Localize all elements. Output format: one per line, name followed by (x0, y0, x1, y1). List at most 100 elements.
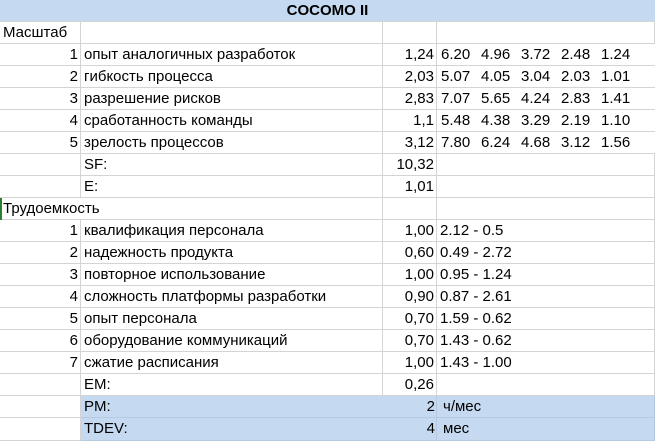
effort-factor-row: 2 надежность продукта 0,60 0.49 - 2.72 (0, 242, 655, 264)
factor-number[interactable]: 2 (0, 66, 81, 88)
empty-cell[interactable] (383, 198, 437, 220)
factor-value[interactable]: 1,24 (383, 44, 437, 66)
pm-row: PM: 2 ч/мес (0, 396, 655, 418)
factor-options[interactable]: 6.20 4.96 3.72 2.48 1.24 (437, 44, 655, 66)
option-value: 3.12 (561, 134, 591, 151)
factor-options[interactable]: 5.07 4.05 3.04 2.03 1.01 (437, 66, 655, 88)
factor-name[interactable]: сработанность команды (81, 110, 383, 132)
sf-value[interactable]: 10,32 (383, 154, 437, 176)
factor-range[interactable]: 1.43 - 0.62 (437, 330, 655, 352)
empty-cell[interactable] (0, 374, 81, 396)
factor-number[interactable]: 3 (0, 88, 81, 110)
factor-name[interactable]: повторное использование (81, 264, 383, 286)
empty-cell[interactable] (0, 154, 81, 176)
factor-range[interactable]: 0.95 - 1.24 (437, 264, 655, 286)
option-value: 3.72 (521, 46, 551, 63)
pm-label[interactable]: PM: (81, 396, 437, 418)
factor-value[interactable]: 2,83 (383, 88, 437, 110)
e-value[interactable]: 1,01 (383, 176, 437, 198)
factor-number[interactable]: 4 (0, 110, 81, 132)
option-value: 7.80 (441, 134, 471, 151)
scale-factor-row: 4 сработанность команды 1,1 5.48 4.38 3.29… (0, 110, 655, 132)
e-row: E: 1,01 (0, 176, 655, 198)
option-value: 2.83 (561, 90, 591, 107)
e-label[interactable]: E: (81, 176, 383, 198)
factor-name[interactable]: сложность платформы разработки (81, 286, 383, 308)
title-row: COCOMO II (0, 0, 655, 22)
effort-factor-row: 7 сжатие расписания 1,00 1.43 - 1.00 (0, 352, 655, 374)
factor-name[interactable]: надежность продукта (81, 242, 383, 264)
sf-row: SF: 10,32 (0, 154, 655, 176)
factor-name[interactable]: разрешение рисков (81, 88, 383, 110)
sheet-title-cell[interactable]: COCOMO II (0, 0, 655, 22)
empty-cell[interactable] (0, 418, 81, 441)
option-value: 4.68 (521, 134, 551, 151)
factor-value[interactable]: 0,60 (383, 242, 437, 264)
factor-value[interactable]: 1,00 (383, 264, 437, 286)
pm-value[interactable]: 2 (426, 398, 435, 415)
factor-range[interactable]: 1.59 - 0.62 (437, 308, 655, 330)
option-value: 1.56 (601, 134, 631, 151)
empty-cell[interactable] (437, 154, 655, 176)
factor-number[interactable]: 1 (0, 220, 81, 242)
factor-range[interactable]: 2.12 - 0.5 (437, 220, 655, 242)
factor-value[interactable]: 1,00 (383, 352, 437, 374)
tdev-unit[interactable]: мес (437, 418, 655, 441)
factor-range[interactable]: 1.43 - 1.00 (437, 352, 655, 374)
empty-cell[interactable] (383, 22, 437, 44)
empty-cell[interactable] (437, 176, 655, 198)
factor-name[interactable]: зрелость процессов (81, 132, 383, 154)
tdev-value[interactable]: 4 (426, 420, 435, 437)
factor-number[interactable]: 2 (0, 242, 81, 264)
factor-value[interactable]: 1,00 (383, 220, 437, 242)
factor-name[interactable]: сжатие расписания (81, 352, 383, 374)
option-value: 4.96 (481, 46, 511, 63)
factor-number[interactable]: 7 (0, 352, 81, 374)
empty-cell[interactable] (437, 374, 655, 396)
factor-number[interactable]: 5 (0, 132, 81, 154)
factor-number[interactable]: 5 (0, 308, 81, 330)
factor-value[interactable]: 1,1 (383, 110, 437, 132)
factor-name[interactable]: опыт аналогичных разработок (81, 44, 383, 66)
pm-unit[interactable]: ч/мес (437, 396, 655, 418)
factor-number[interactable]: 3 (0, 264, 81, 286)
option-value: 2.03 (561, 68, 591, 85)
em-row: EM: 0,26 (0, 374, 655, 396)
factor-value[interactable]: 3,12 (383, 132, 437, 154)
option-value: 4.24 (521, 90, 551, 107)
factor-number[interactable]: 4 (0, 286, 81, 308)
sf-label[interactable]: SF: (81, 154, 383, 176)
factor-options[interactable]: 5.48 4.38 3.29 2.19 1.10 (437, 110, 655, 132)
empty-cell[interactable] (437, 198, 655, 220)
factor-options[interactable]: 7.07 5.65 4.24 2.83 1.41 (437, 88, 655, 110)
factor-value[interactable]: 0,90 (383, 286, 437, 308)
empty-cell[interactable] (120, 198, 383, 220)
em-value[interactable]: 0,26 (383, 374, 437, 396)
empty-cell[interactable] (437, 22, 655, 44)
empty-cell[interactable] (0, 176, 81, 198)
factor-number[interactable]: 6 (0, 330, 81, 352)
factor-value[interactable]: 0,70 (383, 308, 437, 330)
scale-section-label[interactable]: Масштаб (0, 22, 81, 44)
factor-value[interactable]: 2,03 (383, 66, 437, 88)
factor-name[interactable]: гибкость процесса (81, 66, 383, 88)
empty-cell[interactable] (0, 396, 81, 418)
effort-section-label[interactable]: Трудоемкость (0, 198, 120, 220)
factor-options[interactable]: 7.80 6.24 4.68 3.12 1.56 (437, 132, 655, 154)
scale-section-row: Масштаб (0, 22, 655, 44)
option-value: 1.24 (601, 46, 631, 63)
option-value: 5.07 (441, 68, 471, 85)
factor-number[interactable]: 1 (0, 44, 81, 66)
option-value: 6.20 (441, 46, 471, 63)
effort-section-row: Трудоемкость (0, 198, 655, 220)
option-value: 4.38 (481, 112, 511, 129)
factor-value[interactable]: 0,70 (383, 330, 437, 352)
factor-name[interactable]: опыт персонала (81, 308, 383, 330)
factor-range[interactable]: 0.87 - 2.61 (437, 286, 655, 308)
empty-cell[interactable] (81, 22, 383, 44)
factor-name[interactable]: квалификация персонала (81, 220, 383, 242)
factor-name[interactable]: оборудование коммуникаций (81, 330, 383, 352)
factor-range[interactable]: 0.49 - 2.72 (437, 242, 655, 264)
em-label[interactable]: EM: (81, 374, 383, 396)
option-value: 7.07 (441, 90, 471, 107)
